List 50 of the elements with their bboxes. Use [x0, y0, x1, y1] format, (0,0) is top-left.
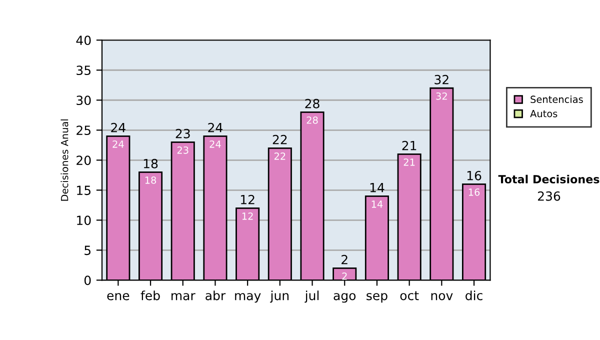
total-label: 23 [176, 128, 190, 138]
total-label: 24 [208, 122, 222, 132]
x-tick-label: dic [466, 290, 482, 300]
y-tick-label: 35 [76, 66, 90, 76]
total-label: 22 [272, 134, 287, 144]
y-tick-label: 15 [77, 186, 90, 196]
total-label: 32 [434, 74, 448, 84]
x-tick-label: sep [366, 293, 388, 303]
x-tick-label: abr [206, 290, 226, 300]
data-label: 14 [372, 200, 383, 208]
x-tick-label: ene [107, 293, 130, 300]
x-tick-label: mar [172, 293, 196, 300]
data-label: 28 [306, 116, 318, 124]
data-label: 22 [274, 152, 286, 160]
y-tick-label: 25 [76, 126, 90, 136]
data-label: 18 [145, 176, 156, 184]
x-tick-label: may [235, 293, 261, 303]
y-tick-label: 30 [76, 96, 91, 106]
x-tick-label: nov [431, 293, 453, 300]
data-label: 2 [342, 272, 347, 280]
data-label: 16 [468, 188, 480, 196]
y-tick-label: 0 [84, 276, 91, 286]
data-label: 21 [404, 158, 415, 166]
legend-label: Autos [530, 110, 558, 118]
total-label: 28 [305, 98, 320, 108]
x-tick-label: oct [400, 291, 419, 300]
total-label: 21 [402, 140, 416, 150]
data-label: 23 [177, 146, 188, 154]
total-label: 24 [111, 122, 126, 132]
x-tick-label: jul [304, 290, 319, 303]
x-tick-label: jun [270, 290, 289, 303]
y-tick-label: 40 [76, 36, 91, 46]
total-label: 14 [370, 183, 384, 192]
text: 236 [538, 191, 560, 201]
y-axis-title: Decisiones Anual [60, 119, 68, 201]
x-tick-label: ago [334, 293, 356, 303]
data-label: 32 [436, 92, 447, 100]
y-tick-label: 20 [76, 156, 91, 166]
total-label: 16 [467, 170, 482, 180]
data-label: 24 [210, 140, 221, 148]
data-label: 24 [112, 140, 124, 148]
total-label: 2 [342, 254, 348, 264]
y-tick-label: 10 [77, 216, 91, 226]
text: Total Decisiones [498, 174, 600, 184]
y-tick-label: 5 [84, 246, 90, 256]
total-label: 18 [144, 158, 158, 168]
x-tick-label: feb [140, 290, 160, 300]
total-label: 12 [240, 194, 254, 204]
legend-label: Sentencias [530, 95, 583, 104]
data-label: 12 [242, 212, 253, 220]
